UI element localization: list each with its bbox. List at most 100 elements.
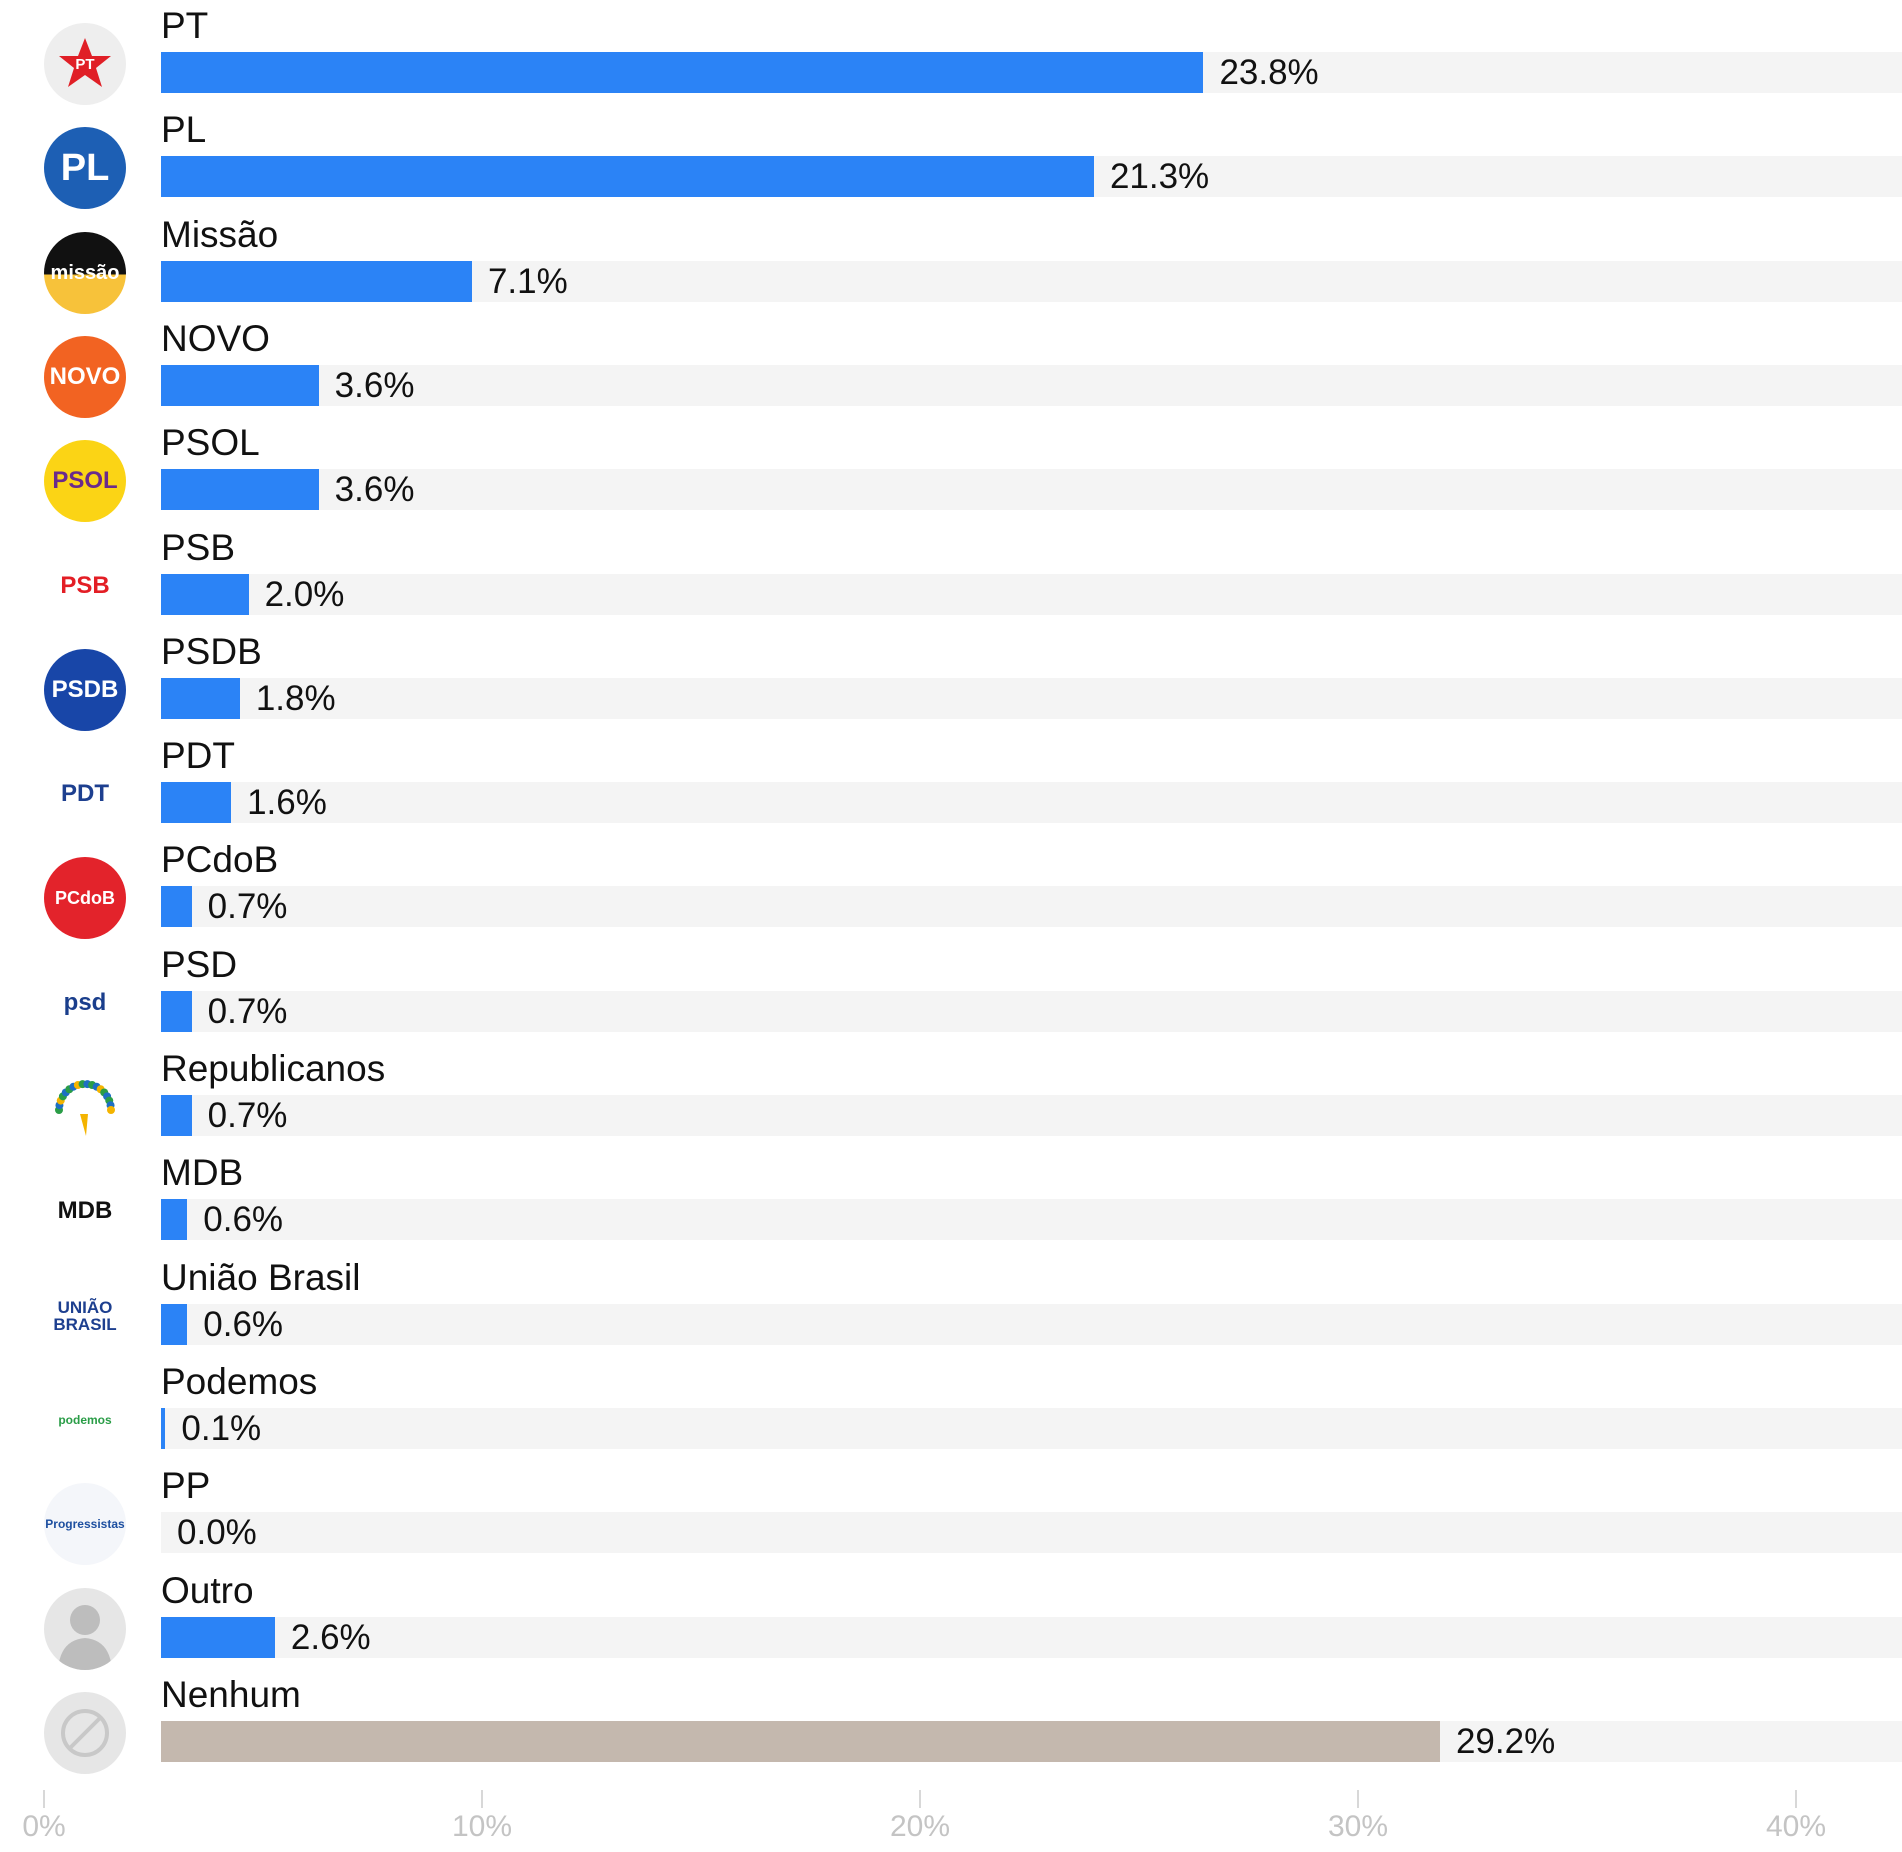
logo-text: UNIÃO BRASIL bbox=[53, 1297, 117, 1334]
party-label: PSD bbox=[161, 943, 238, 985]
chart-row: Nenhum 29.2% bbox=[0, 1669, 1902, 1774]
bar-track bbox=[161, 1616, 1902, 1658]
bar bbox=[161, 1407, 166, 1449]
value-label: 21.3% bbox=[1109, 157, 1210, 197]
logo-text: missão bbox=[50, 261, 120, 284]
republicanos-logo-icon bbox=[44, 1066, 126, 1148]
logo-text: Progressistas bbox=[45, 1517, 125, 1532]
party-label: PP bbox=[161, 1465, 211, 1507]
logo-text: podemos bbox=[58, 1412, 112, 1427]
value-label: 0.1% bbox=[181, 1408, 262, 1448]
x-tick-label: 10% bbox=[451, 1810, 513, 1843]
psol-logo-icon: PSOL bbox=[44, 440, 126, 523]
logo-text: PDT bbox=[61, 780, 109, 808]
value-label: 0.6% bbox=[203, 1304, 284, 1344]
value-label: 29.2% bbox=[1455, 1721, 1556, 1761]
bar-track bbox=[161, 1199, 1902, 1241]
novo-logo-icon: NOVO bbox=[44, 335, 126, 418]
logo-text: psd bbox=[63, 988, 107, 1016]
party-label: Republicanos bbox=[161, 1048, 386, 1089]
value-label: 0.7% bbox=[207, 887, 288, 927]
psd-logo-icon: psd bbox=[44, 961, 126, 1044]
party-label: PSB bbox=[161, 526, 236, 568]
party-label: Missão bbox=[161, 213, 279, 255]
bar bbox=[161, 469, 319, 511]
logo-text: MDB bbox=[57, 1197, 113, 1225]
bar bbox=[161, 364, 319, 406]
psb-logo-icon: PSB bbox=[44, 544, 126, 627]
chart-row: UNIÃO BRASIL União Brasil 0.6% bbox=[0, 1252, 1902, 1357]
logo-text: PSOL bbox=[52, 467, 118, 495]
logo-text: PT bbox=[75, 55, 95, 73]
value-label: 2.6% bbox=[290, 1617, 371, 1657]
party-label: PSDB bbox=[161, 630, 262, 672]
x-tick-label: 40% bbox=[1765, 1810, 1827, 1843]
bar-track bbox=[161, 677, 1902, 719]
bar bbox=[161, 156, 1094, 198]
bar bbox=[161, 1199, 188, 1241]
logo-text: PSB bbox=[60, 571, 110, 599]
value-label: 23.8% bbox=[1219, 53, 1319, 92]
chart-row: PCdoB PCdoB 0.7% bbox=[0, 834, 1902, 940]
x-axis: 0% 10% 20% 30% 40% bbox=[0, 1790, 1902, 1852]
chart-row: Outro 2.6% bbox=[0, 1565, 1902, 1670]
bar-track bbox=[161, 1095, 1902, 1136]
bar-track bbox=[161, 990, 1902, 1032]
uniao-brasil-logo-icon: UNIÃO BRASIL bbox=[44, 1274, 126, 1357]
bar-track bbox=[161, 469, 1902, 511]
value-label: 3.6% bbox=[334, 365, 415, 405]
value-label: 3.6% bbox=[334, 470, 415, 510]
value-label: 2.0% bbox=[264, 574, 345, 614]
bar-track bbox=[161, 1407, 1902, 1449]
chart-row: podemos Podemos 0.1% bbox=[0, 1356, 1902, 1461]
chart-row: psd PSD 0.7% bbox=[0, 939, 1902, 1044]
chart-row: PDT PDT 1.6% bbox=[0, 730, 1902, 836]
chart-row: PSB PSB 2.0% bbox=[0, 522, 1902, 627]
value-label: 1.6% bbox=[247, 783, 327, 823]
bar-track bbox=[161, 364, 1902, 406]
x-tick-mark bbox=[919, 1790, 921, 1808]
x-tick-mark bbox=[1357, 1790, 1359, 1808]
party-label: PL bbox=[161, 109, 207, 151]
bar bbox=[161, 782, 232, 824]
value-label: 0.6% bbox=[203, 1200, 284, 1240]
logo-text: PSDB bbox=[51, 675, 119, 703]
chart-row: Progressistas PP 0.0% bbox=[0, 1460, 1902, 1566]
chart-row: NOVO NOVO 3.6% bbox=[0, 313, 1902, 418]
bar-track bbox=[161, 573, 1902, 615]
progressistas-logo-icon: Progressistas bbox=[44, 1483, 126, 1566]
bar bbox=[161, 677, 240, 719]
bar bbox=[161, 52, 1204, 93]
party-label: NOVO bbox=[161, 317, 270, 359]
chart-row: Republicanos 0.7% bbox=[0, 1043, 1902, 1148]
bar bbox=[161, 1720, 1440, 1762]
bar bbox=[161, 1616, 275, 1658]
party-label: MDB bbox=[161, 1152, 244, 1194]
logo-text: PCdoB bbox=[55, 888, 115, 909]
chart-row: PT PT 23.8% bbox=[0, 0, 1902, 105]
value-label: 1.8% bbox=[255, 678, 336, 718]
value-label: 0.0% bbox=[177, 1513, 257, 1553]
value-label: 7.1% bbox=[487, 261, 568, 301]
x-tick-label: 0% bbox=[22, 1810, 66, 1843]
chart-row: PSOL PSOL 3.6% bbox=[0, 417, 1902, 523]
chart-row: MDB MDB 0.6% bbox=[0, 1147, 1902, 1253]
pt-star-icon: PT bbox=[44, 23, 126, 105]
pl-logo-icon: PL bbox=[44, 127, 126, 210]
mdb-logo-icon: MDB bbox=[44, 1170, 126, 1253]
prohibited-circle-icon bbox=[44, 1691, 126, 1774]
bar bbox=[161, 886, 192, 928]
party-label: Podemos bbox=[161, 1360, 318, 1402]
party-label: Outro bbox=[161, 1569, 254, 1611]
value-label: 0.7% bbox=[207, 1096, 288, 1135]
bar-track bbox=[161, 886, 1902, 928]
party-label: PT bbox=[161, 5, 209, 46]
chart-row: PSDB PSDB 1.8% bbox=[0, 626, 1902, 731]
logo-text: NOVO bbox=[49, 362, 121, 390]
bar-track bbox=[161, 1303, 1902, 1345]
chart-row: PL PL 21.3% bbox=[0, 104, 1902, 210]
x-tick-label: 30% bbox=[1327, 1810, 1389, 1843]
bar bbox=[161, 1303, 188, 1345]
missao-logo-icon: missão bbox=[44, 231, 126, 314]
pdt-logo-icon: PDT bbox=[44, 753, 126, 836]
